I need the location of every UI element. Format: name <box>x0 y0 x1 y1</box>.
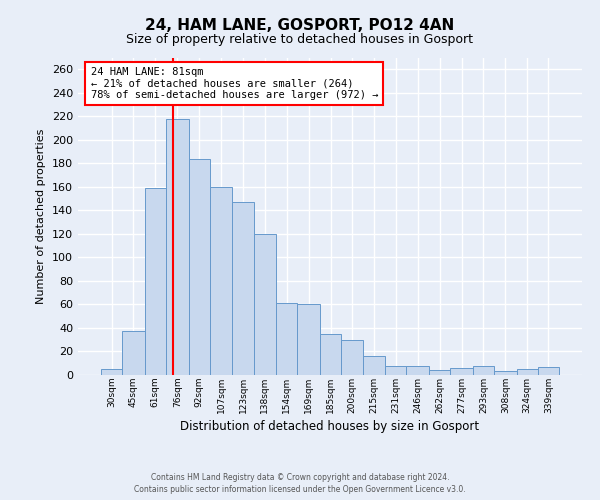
Bar <box>320 334 341 375</box>
Bar <box>232 202 254 375</box>
Bar <box>298 304 320 375</box>
Text: 24 HAM LANE: 81sqm
← 21% of detached houses are smaller (264)
78% of semi-detach: 24 HAM LANE: 81sqm ← 21% of detached hou… <box>91 67 378 100</box>
Bar <box>406 366 429 375</box>
Bar <box>494 372 517 375</box>
Bar <box>473 366 494 375</box>
Bar <box>276 304 298 375</box>
Text: 24, HAM LANE, GOSPORT, PO12 4AN: 24, HAM LANE, GOSPORT, PO12 4AN <box>145 18 455 32</box>
Bar <box>210 187 232 375</box>
Text: Size of property relative to detached houses in Gosport: Size of property relative to detached ho… <box>127 32 473 46</box>
Bar <box>341 340 362 375</box>
Bar <box>362 356 385 375</box>
X-axis label: Distribution of detached houses by size in Gosport: Distribution of detached houses by size … <box>181 420 479 432</box>
Text: Contains HM Land Registry data © Crown copyright and database right 2024.
Contai: Contains HM Land Registry data © Crown c… <box>134 472 466 494</box>
Bar <box>122 332 145 375</box>
Bar <box>188 158 210 375</box>
Bar <box>450 368 473 375</box>
Bar <box>166 118 188 375</box>
Bar <box>429 370 450 375</box>
Bar <box>517 369 538 375</box>
Bar <box>385 366 406 375</box>
Bar <box>145 188 166 375</box>
Y-axis label: Number of detached properties: Number of detached properties <box>37 128 46 304</box>
Bar <box>101 369 122 375</box>
Bar <box>538 367 559 375</box>
Bar <box>254 234 276 375</box>
